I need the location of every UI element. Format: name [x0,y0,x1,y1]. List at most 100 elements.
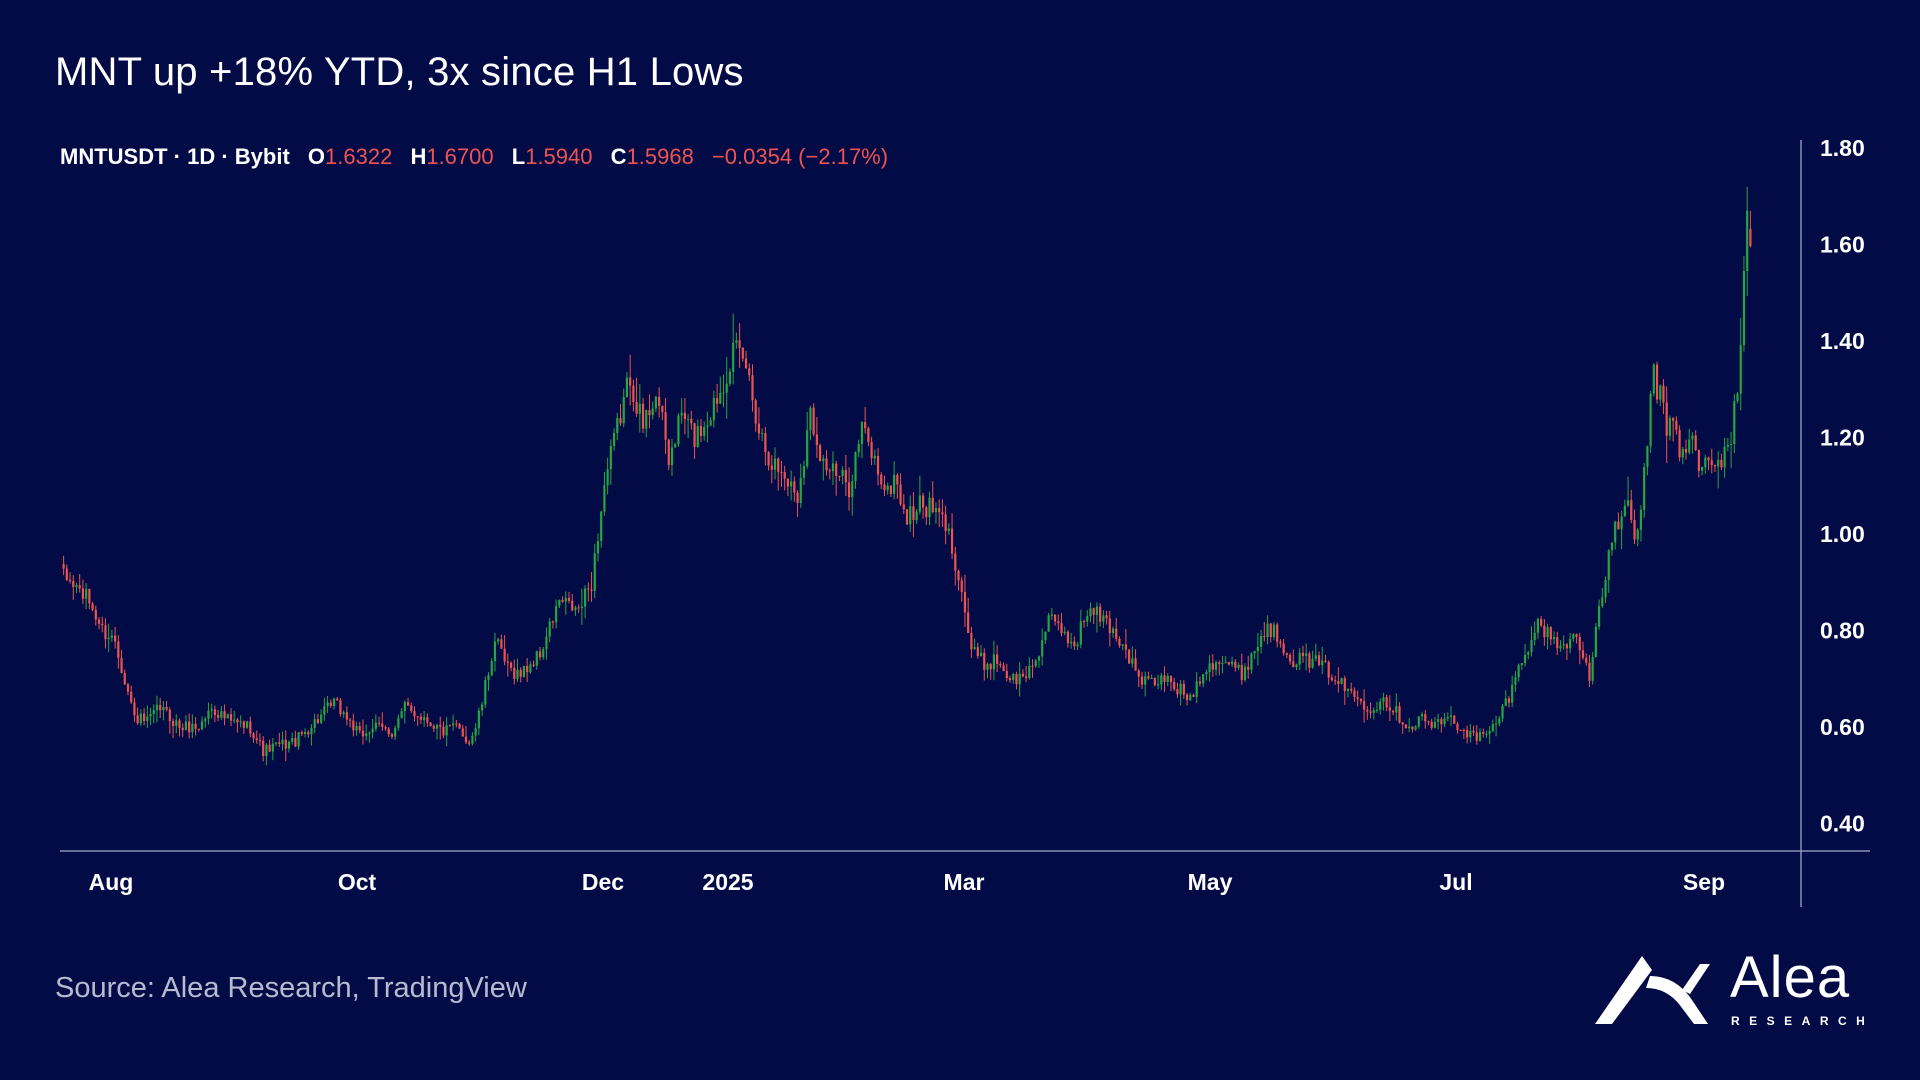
y-tick-label: 1.60 [1820,231,1865,257]
candle-body [152,710,155,714]
candle-body [268,744,271,752]
candle-body [1517,664,1520,678]
candle-body [75,585,78,588]
candle-body [1414,726,1417,730]
candle-body [1511,684,1514,703]
candle-body [1044,631,1047,641]
candle-body [1713,465,1717,467]
candle-body [1469,730,1472,738]
candle-body [149,713,152,717]
candle-body [1050,614,1053,616]
candle-body [1034,660,1037,667]
candle-body [664,412,667,440]
candle-body [326,702,329,707]
open-value: 1.6322 [325,144,393,169]
candle-body [1099,606,1102,622]
candle-body [1691,435,1694,440]
candle-body [1037,656,1041,661]
candle-body [1092,608,1095,615]
candle-body [1446,717,1449,719]
candle-body [780,471,783,473]
candle-body [1240,664,1243,681]
candle-body [1408,726,1411,729]
candle-body [812,407,815,435]
candle-body [120,657,123,673]
candle-body [902,504,905,510]
candle-body [297,732,300,747]
candle-body [1523,654,1527,664]
change-value: −0.0354 (−2.17%) [711,144,889,169]
candle-body [1070,641,1073,644]
candle-body [880,474,883,485]
candle-body [1659,385,1662,400]
candle-body [1195,681,1198,697]
candle-body [635,402,638,414]
candle-body [1424,714,1427,722]
candle-body [65,568,68,580]
candle-body [535,651,538,666]
candle-body [200,721,204,730]
candle-body [1224,662,1227,664]
candle-body [101,623,104,626]
candle-body [358,726,361,731]
candle-body [1388,707,1391,711]
candle-body [818,445,822,461]
candle-body [754,400,757,424]
candle-body [806,430,809,467]
candle-body [342,712,345,715]
candle-body [1343,678,1346,692]
candle-body [725,383,728,393]
candle-body [204,718,207,722]
candle-body [1430,721,1433,728]
candle-body [1433,722,1437,728]
candle-body [1527,652,1530,655]
candle-body [1337,680,1340,684]
candle-body [281,739,284,745]
candle-body [320,714,323,723]
candle-body [915,511,918,521]
candle-body [1350,688,1353,691]
candle-body [1449,715,1453,718]
candle-body [1411,726,1414,730]
candle-body [1578,637,1581,651]
candle-body [291,738,294,742]
candle-body [1192,695,1195,697]
candle-body [996,654,999,664]
candle-body [931,497,934,513]
candle-body [690,418,693,424]
candle-body [1626,500,1630,506]
candle-body [142,713,146,721]
candle-body [258,739,262,741]
candle-body [233,719,236,721]
candle-body [213,709,217,716]
candle-body [564,597,567,602]
candle-body [1652,364,1655,394]
candle-body [1556,637,1559,649]
candle-body [1231,661,1234,665]
candle-body [1353,690,1356,698]
candle-body [638,403,641,414]
candle-body [117,641,120,658]
x-tick-label: Aug [89,869,134,895]
candle-body [178,720,181,728]
candle-body [963,591,967,613]
candle-body [696,425,699,448]
candle-body [526,665,529,673]
candle-body [1327,661,1330,678]
y-tick-label: 1.20 [1820,424,1865,450]
candle-body [777,458,780,472]
candle-body [1491,724,1494,732]
candle-body [1630,500,1633,521]
candle-body [1266,623,1269,638]
candle-body [271,743,274,752]
candle-body [941,512,944,515]
candle-body [622,397,625,424]
candle-body [616,418,619,433]
candle-body [1601,597,1604,607]
candle-body [1417,716,1420,727]
candle-body [1298,652,1301,665]
candle-body [703,427,706,436]
candle-body [783,472,786,479]
candle-body [403,702,406,712]
candle-body [728,371,732,384]
